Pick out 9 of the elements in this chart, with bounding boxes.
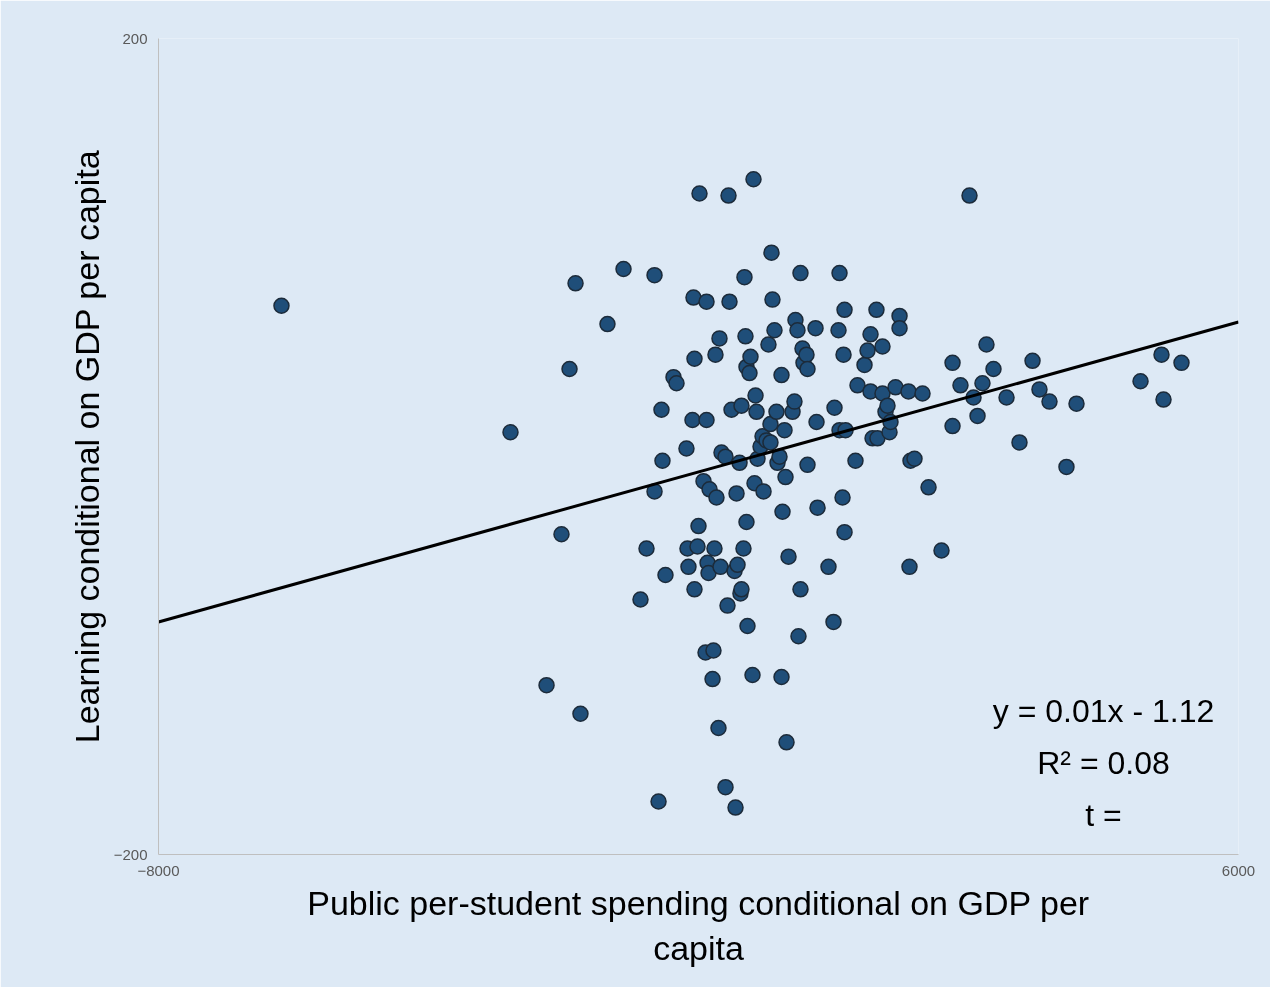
annotation: y = 0.01x - 1.12 bbox=[992, 692, 1215, 729]
x-axis-title: Public per-student spending conditional on GDP per capita bbox=[307, 883, 1090, 968]
x-tick-label: 6000 bbox=[1221, 861, 1256, 879]
x-tick-label: −8000 bbox=[137, 861, 180, 879]
y-tick-label: 200 bbox=[122, 29, 148, 47]
annotation: t = bbox=[1085, 796, 1122, 833]
y-axis-title: Learning conditional on GDP per capita bbox=[67, 150, 106, 744]
annotation: R² = 0.08 bbox=[1037, 744, 1170, 781]
y-tick-label: −200 bbox=[113, 845, 148, 863]
